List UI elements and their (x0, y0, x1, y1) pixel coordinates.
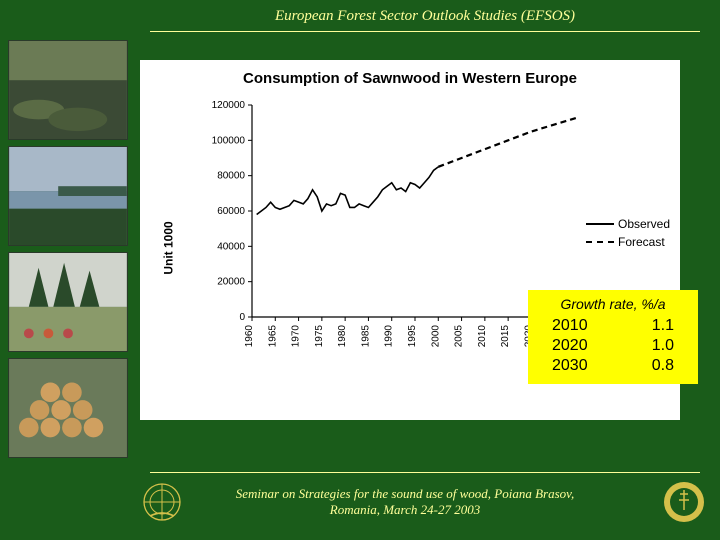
footer-line-2: Romania, March 24-27 2003 (330, 502, 480, 517)
growth-rate: 0.8 (652, 357, 674, 375)
growth-rate: 1.1 (652, 317, 674, 335)
forest-logs-photo (8, 40, 128, 140)
fao-logo-icon (662, 480, 706, 524)
svg-text:2000: 2000 (430, 325, 441, 348)
legend-dashed-line-icon (586, 241, 614, 243)
lumber-stack-photo (8, 358, 128, 458)
slide-footer: Seminar on Strategies for the sound use … (180, 486, 630, 519)
growth-year: 2030 (552, 357, 588, 375)
svg-text:1980: 1980 (337, 325, 348, 348)
svg-text:1995: 1995 (407, 325, 418, 348)
chart-title: Consumption of Sawnwood in Western Europ… (140, 60, 680, 93)
svg-text:1985: 1985 (360, 325, 371, 348)
growth-rate-box: Growth rate, %/a 2010 1.1 2020 1.0 2030 … (528, 290, 698, 384)
growth-row: 2020 1.0 (538, 336, 688, 356)
legend-label: Observed (618, 217, 670, 231)
svg-text:2015: 2015 (500, 325, 511, 348)
footer-divider (150, 472, 700, 473)
photo-sidebar (8, 40, 128, 458)
svg-text:40000: 40000 (217, 241, 245, 252)
svg-text:1990: 1990 (384, 325, 395, 348)
svg-text:60000: 60000 (217, 206, 245, 217)
footer-line-1: Seminar on Strategies for the sound use … (236, 486, 574, 501)
svg-text:80000: 80000 (217, 171, 245, 182)
legend-item-forecast: Forecast (586, 235, 674, 249)
un-logo-icon (140, 480, 184, 524)
svg-text:0: 0 (239, 312, 245, 323)
y-axis-label: Unit 1000 (162, 221, 176, 274)
slide-header: European Forest Sector Outlook Studies (… (150, 8, 700, 32)
svg-text:120000: 120000 (212, 101, 246, 111)
chart-legend: Observed Forecast (586, 213, 674, 253)
growth-year: 2020 (552, 337, 588, 355)
growth-year: 2010 (552, 317, 588, 335)
line-chart: 0 20000 40000 60000 80000 100000 120000 1960 196… (202, 101, 582, 361)
svg-text:2005: 2005 (454, 325, 465, 348)
svg-text:2010: 2010 (477, 325, 488, 348)
legend-item-observed: Observed (586, 217, 674, 231)
spruce-meadow-photo (8, 252, 128, 352)
growth-row: 2030 0.8 (538, 356, 688, 376)
svg-text:20000: 20000 (217, 277, 245, 288)
header-title: European Forest Sector Outlook Studies (… (275, 8, 575, 24)
svg-text:1975: 1975 (314, 325, 325, 348)
legend-solid-line-icon (586, 223, 614, 225)
growth-box-title: Growth rate, %/a (538, 296, 688, 312)
svg-text:1965: 1965 (267, 325, 278, 348)
growth-rate: 1.0 (652, 337, 674, 355)
svg-text:1970: 1970 (291, 325, 302, 348)
lake-forest-photo (8, 146, 128, 246)
growth-row: 2010 1.1 (538, 316, 688, 336)
svg-text:1960: 1960 (244, 325, 255, 348)
svg-text:100000: 100000 (212, 135, 246, 146)
legend-label: Forecast (618, 235, 665, 249)
